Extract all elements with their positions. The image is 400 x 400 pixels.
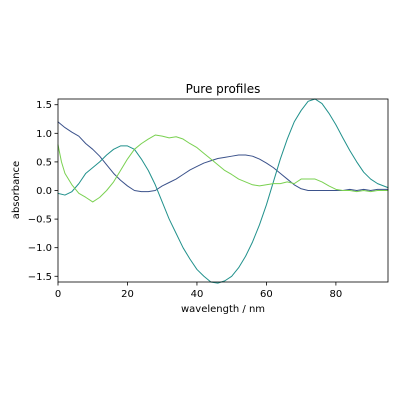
- x-tick-label: 40: [191, 289, 204, 300]
- x-tick-label: 20: [121, 289, 134, 300]
- x-axis: 0 20 40 60 80: [55, 282, 342, 300]
- x-tick-label: 80: [330, 289, 343, 300]
- y-tick-label: 0.5: [36, 157, 52, 168]
- x-tick-label: 60: [260, 289, 273, 300]
- y-axis: −1.5 −1.0 −0.5 0.0 0.5 1.0 1.5: [28, 100, 58, 283]
- series-layer: [57, 98, 389, 284]
- y-axis-label: absorbance: [11, 161, 22, 219]
- y-tick-label: −0.5: [28, 215, 52, 226]
- series-line-2: [57, 98, 389, 284]
- y-tick-label: 1.0: [36, 129, 52, 140]
- y-tick-label: 1.5: [36, 100, 52, 111]
- x-tick-label: 0: [55, 289, 61, 300]
- y-tick-label: −1.5: [28, 272, 52, 283]
- y-tick-label: 0.0: [36, 186, 52, 197]
- chart-title: Pure profiles: [186, 82, 261, 96]
- x-axis-label: wavelength / nm: [181, 304, 265, 315]
- y-tick-label: −1.0: [28, 243, 52, 254]
- series-line-3: [57, 134, 389, 203]
- series-line-1: [57, 121, 389, 193]
